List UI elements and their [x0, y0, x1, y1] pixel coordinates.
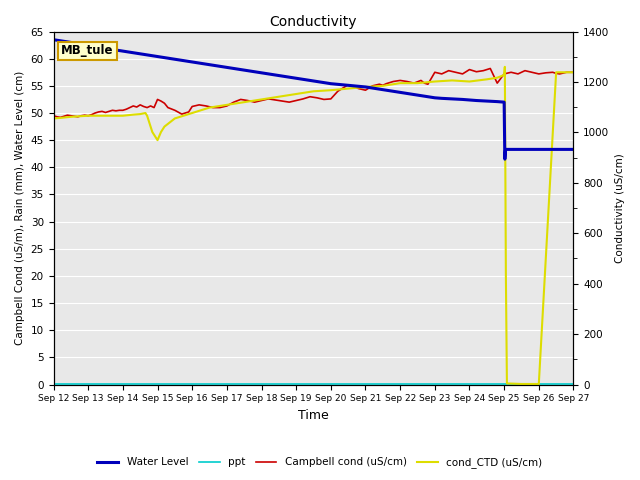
Y-axis label: Conductivity (uS/cm): Conductivity (uS/cm) — [615, 153, 625, 263]
Text: MB_tule: MB_tule — [61, 45, 114, 58]
Title: Conductivity: Conductivity — [269, 15, 357, 29]
Y-axis label: Campbell Cond (uS/m), Rain (mm), Water Level (cm): Campbell Cond (uS/m), Rain (mm), Water L… — [15, 71, 25, 345]
Legend: Water Level, ppt, Campbell cond (uS/cm), cond_CTD (uS/cm): Water Level, ppt, Campbell cond (uS/cm),… — [93, 453, 547, 472]
X-axis label: Time: Time — [298, 409, 329, 422]
